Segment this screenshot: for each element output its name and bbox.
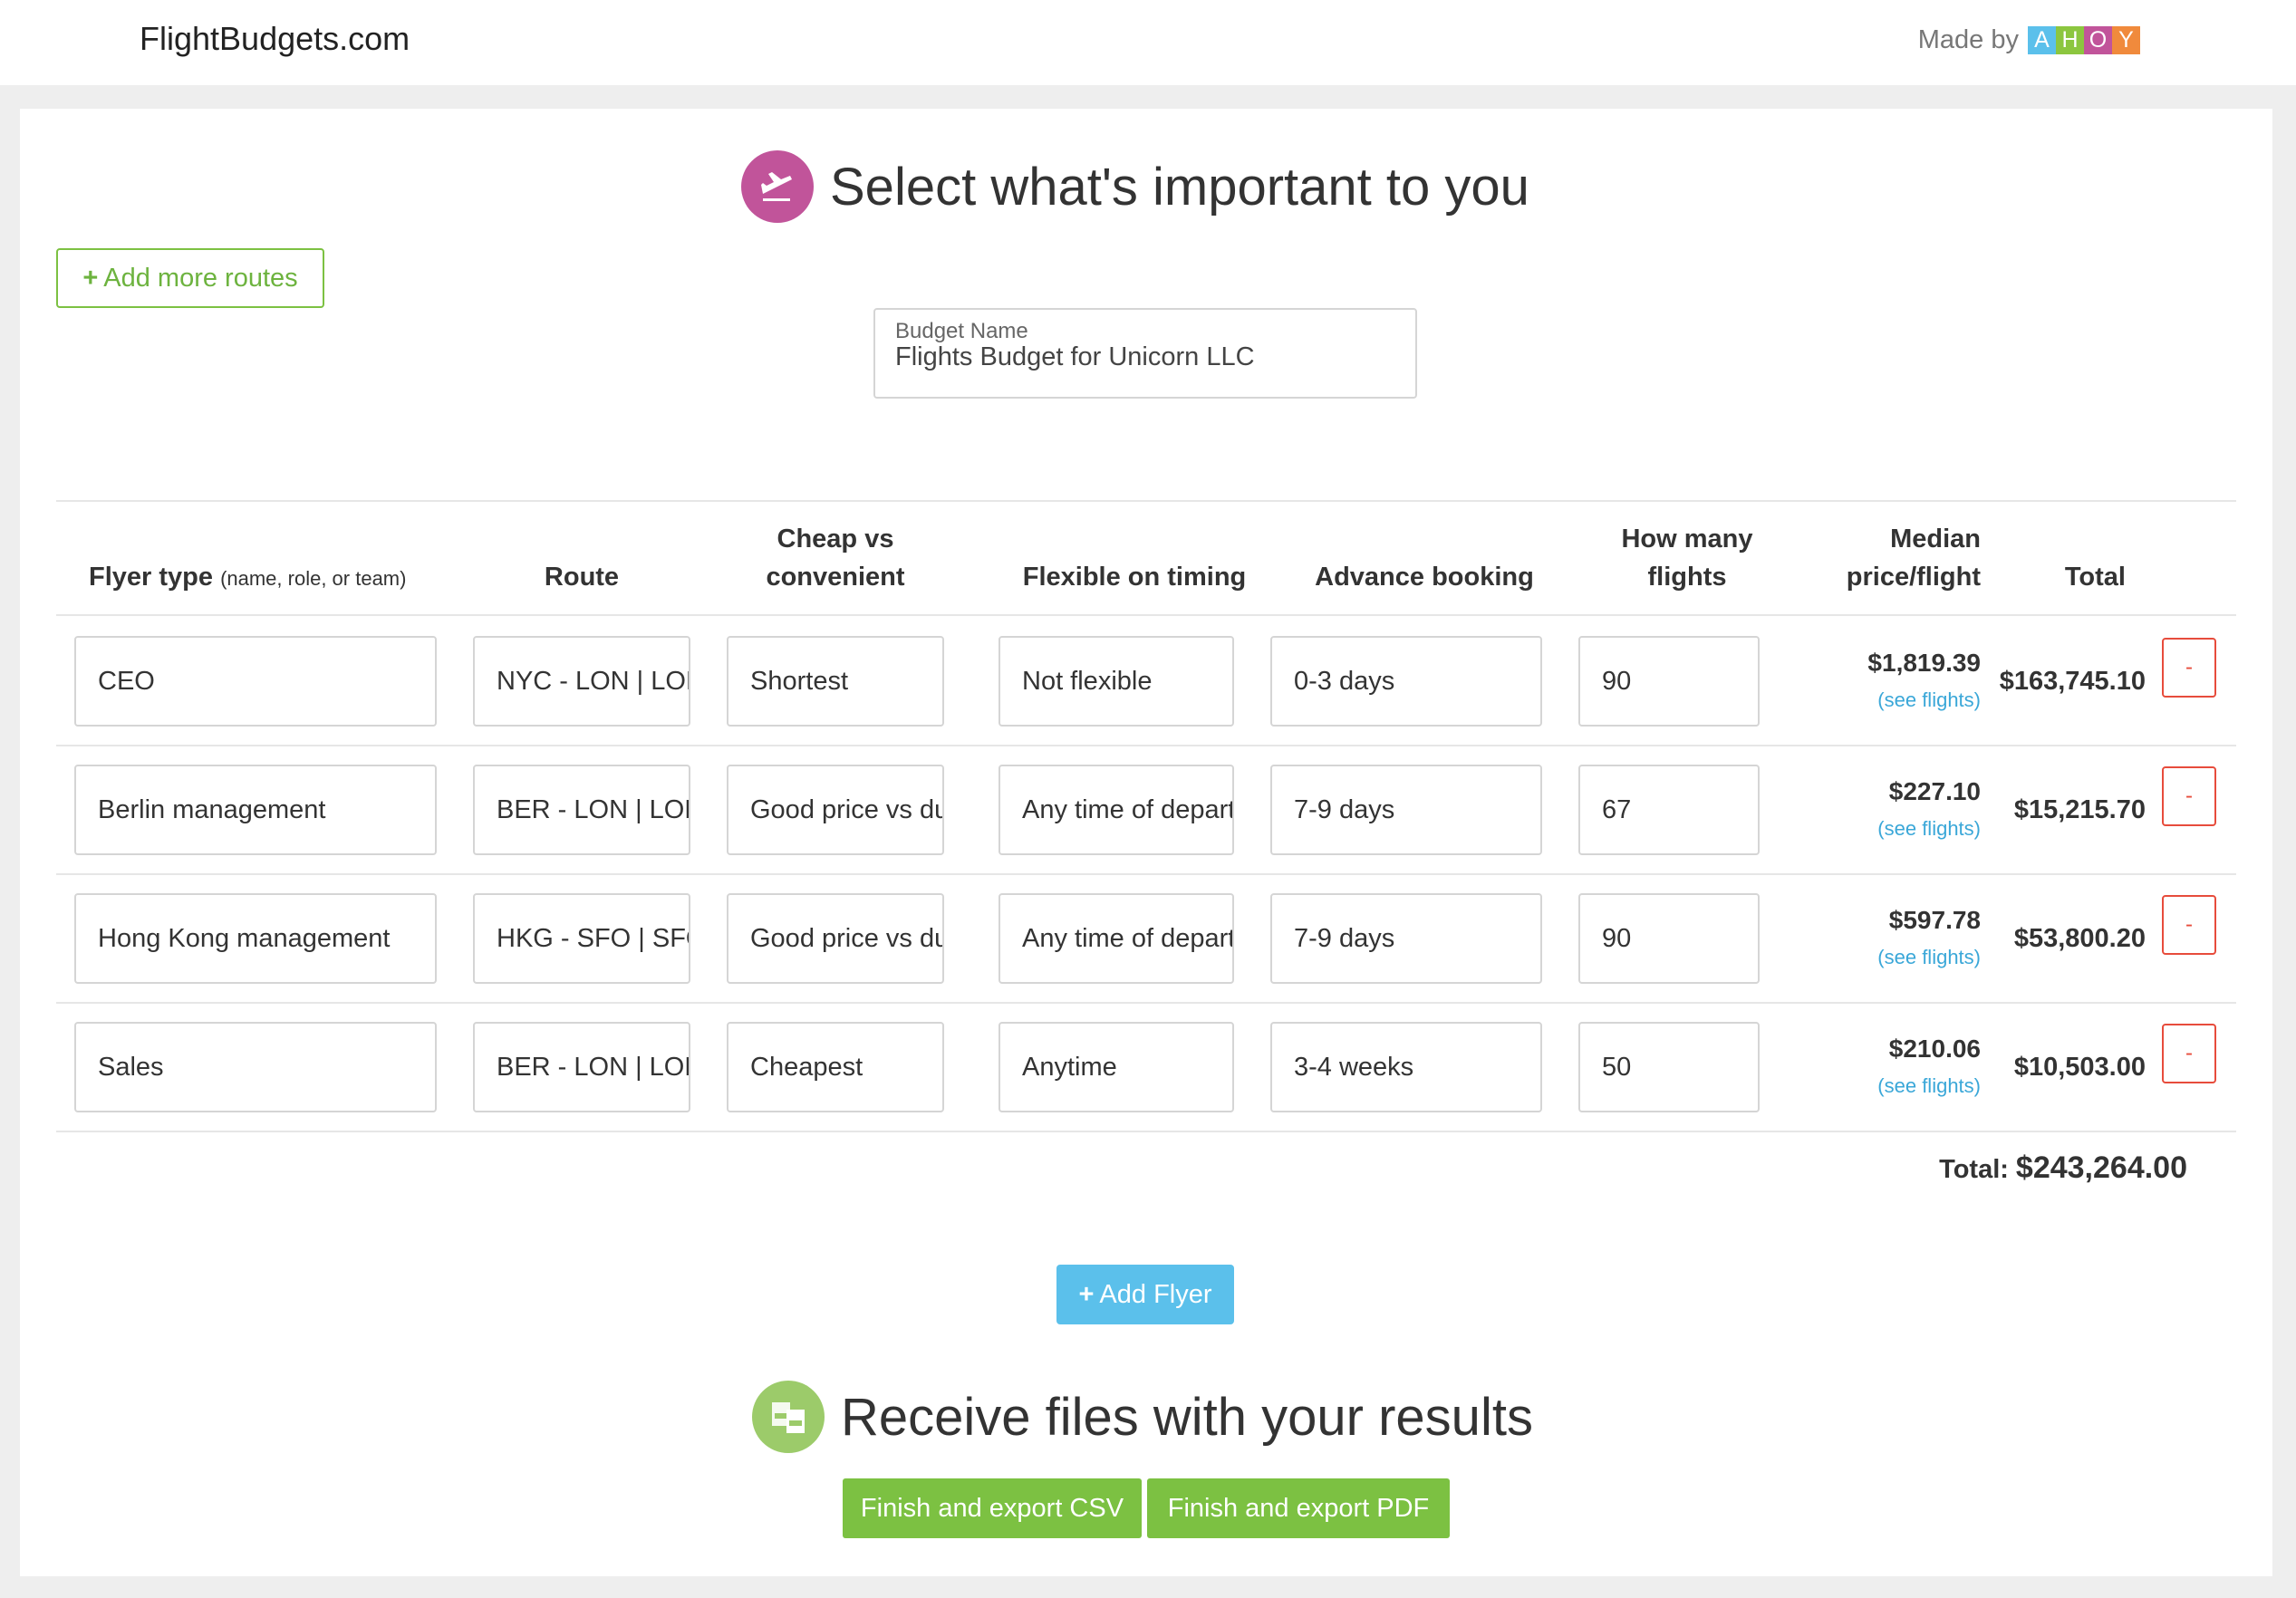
table-bottom-divider — [56, 1131, 2236, 1132]
grand-total-label: Total: — [1939, 1155, 2009, 1184]
header-median-price: Median price/flight — [1778, 520, 1981, 596]
ahoy-logo[interactable]: A H O Y — [2028, 26, 2140, 54]
advance-booking-select[interactable]: 3-4 weeks — [1270, 1022, 1542, 1112]
brand-logo[interactable]: FlightBudgets.com — [140, 20, 410, 57]
row-total: $10,503.00 — [2013, 1053, 2146, 1082]
made-by[interactable]: Made by A H O Y — [1918, 25, 2140, 55]
flight-count-input[interactable]: 67 — [1578, 765, 1760, 855]
add-flyer-button[interactable]: + Add Flyer — [1056, 1265, 1234, 1324]
see-flights-link[interactable]: (see flights) — [1877, 946, 1981, 968]
median-price: $227.10 — [1888, 777, 1981, 805]
header-how-many-flights: How many flights — [1578, 520, 1796, 596]
flexible-timing-select[interactable]: Not flexible — [998, 636, 1234, 727]
grand-total-value: $243,264.00 — [2015, 1150, 2187, 1185]
section-title-text: Receive files with your results — [841, 1387, 1533, 1447]
see-flights-link[interactable]: (see flights) — [1877, 688, 1981, 711]
header-flyer-type: Flyer type (name, role, or team) — [89, 558, 406, 598]
flexible-timing-select[interactable]: Anytime — [998, 1022, 1234, 1112]
cheap-vs-convenient-select[interactable]: Cheapest — [727, 1022, 944, 1112]
header-cheap-line2: convenient — [766, 563, 905, 592]
median-price: $1,819.39 — [1867, 649, 1981, 677]
header-advance-booking: Advance booking — [1315, 563, 1534, 592]
header-cheap-vs-convenient: Cheap vs convenient — [727, 520, 944, 596]
flight-count-input[interactable]: 90 — [1578, 893, 1760, 984]
export-pdf-button[interactable]: Finish and export PDF — [1147, 1478, 1450, 1538]
ahoy-letter-y: Y — [2112, 26, 2140, 54]
see-flights-link[interactable]: (see flights) — [1877, 1074, 1981, 1097]
header-how-many-line2: flights — [1647, 563, 1727, 592]
flight-count-input[interactable]: 90 — [1578, 636, 1760, 727]
budget-name-input[interactable]: Flights Budget for Unicorn LLC — [895, 342, 1255, 371]
see-flights-link[interactable]: (see flights) — [1877, 817, 1981, 840]
header-divider — [56, 614, 2236, 616]
grand-total: Total: $243,264.00 — [1939, 1150, 2187, 1186]
advance-booking-select[interactable]: 7-9 days — [1270, 765, 1542, 855]
section-title-select: Select what's important to you — [741, 150, 1529, 223]
remove-row-button[interactable]: - — [2162, 1024, 2216, 1083]
table-top-divider — [56, 500, 2236, 502]
flexible-timing-select[interactable]: Any time of departure — [998, 893, 1234, 984]
budget-name-label: Budget Name — [895, 319, 1028, 343]
flyer-type-input[interactable]: Sales — [74, 1022, 437, 1112]
row-total: $53,800.20 — [2013, 924, 2146, 953]
pdf-csv-files-icon — [752, 1381, 825, 1453]
main-card: Select what's important to you + Add mor… — [20, 109, 2272, 1576]
route-input[interactable]: BER - LON | LON - BER — [473, 1022, 690, 1112]
remove-row-button[interactable]: - — [2162, 895, 2216, 955]
row-total: $15,215.70 — [2013, 795, 2146, 824]
flyer-type-input[interactable]: Berlin management — [74, 765, 437, 855]
header-median-line1: Median — [1890, 525, 1981, 554]
header-route: Route — [544, 563, 620, 592]
top-bar: FlightBudgets.com Made by A H O Y — [0, 0, 2296, 85]
add-more-routes-label: Add more routes — [103, 263, 298, 293]
cheap-vs-convenient-select[interactable]: Good price vs duration — [727, 893, 944, 984]
remove-row-button[interactable]: - — [2162, 638, 2216, 698]
row-total: $163,745.10 — [1999, 667, 2146, 696]
advance-booking-select[interactable]: 0-3 days — [1270, 636, 1542, 727]
flexible-timing-select[interactable]: Any time of departure — [998, 765, 1234, 855]
section-title-receive: Receive files with your results — [752, 1381, 1533, 1453]
route-input[interactable]: HKG - SFO | SFO - HKG — [473, 893, 690, 984]
flight-count-input[interactable]: 50 — [1578, 1022, 1760, 1112]
section-title-text: Select what's important to you — [830, 157, 1529, 217]
remove-row-button[interactable]: - — [2162, 766, 2216, 826]
cheap-vs-convenient-select[interactable]: Shortest — [727, 636, 944, 727]
plus-icon: + — [1078, 1279, 1095, 1309]
add-flyer-label: Add Flyer — [1099, 1279, 1212, 1309]
ahoy-letter-o: O — [2084, 26, 2112, 54]
header-how-many-line1: How many — [1621, 525, 1753, 554]
row-divider — [56, 1002, 2236, 1004]
budget-name-field[interactable]: Budget Name Flights Budget for Unicorn L… — [873, 308, 1417, 399]
cheap-vs-convenient-select[interactable]: Good price vs duration — [727, 765, 944, 855]
ahoy-letter-h: H — [2056, 26, 2084, 54]
row-divider — [56, 745, 2236, 746]
median-price: $210.06 — [1888, 1035, 1981, 1063]
export-csv-button[interactable]: Finish and export CSV — [843, 1478, 1142, 1538]
flyer-type-input[interactable]: CEO — [74, 636, 437, 727]
route-input[interactable]: BER - LON | LON - BER — [473, 765, 690, 855]
header-median-line2: price/flight — [1846, 563, 1981, 592]
header-flyer-type-label: Flyer type — [89, 563, 213, 592]
add-more-routes-button[interactable]: + Add more routes — [56, 248, 324, 308]
header-flyer-type-hint: (name, role, or team) — [220, 567, 407, 590]
header-cheap-line1: Cheap vs — [777, 525, 894, 554]
row-divider — [56, 873, 2236, 875]
plane-departure-icon — [741, 150, 814, 223]
route-input[interactable]: NYC - LON | LON - NYC — [473, 636, 690, 727]
advance-booking-select[interactable]: 7-9 days — [1270, 893, 1542, 984]
header-flexible-timing: Flexible on timing — [1022, 563, 1247, 592]
header-total: Total — [2064, 563, 2126, 592]
plus-icon: + — [82, 263, 99, 293]
made-by-label: Made by — [1917, 25, 2019, 54]
median-price: $597.78 — [1888, 906, 1981, 934]
ahoy-letter-a: A — [2028, 26, 2056, 54]
flyer-type-input[interactable]: Hong Kong management — [74, 893, 437, 984]
